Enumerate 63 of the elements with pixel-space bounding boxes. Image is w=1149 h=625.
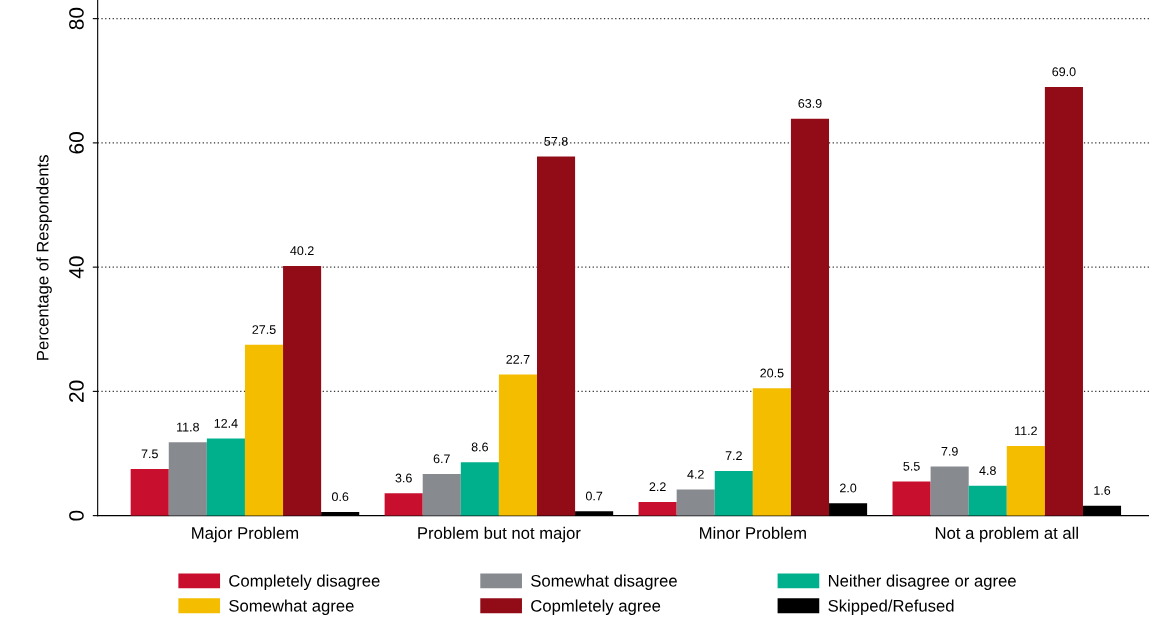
data-label: 4.2: [687, 469, 704, 479]
bar: [575, 511, 614, 516]
bar: [130, 469, 169, 516]
data-label: 8.6: [471, 442, 488, 452]
data-label: 2.2: [649, 482, 666, 492]
bar: [283, 265, 322, 516]
data-label: 6.7: [433, 454, 450, 464]
bar: [930, 466, 969, 516]
data-label: 69.0: [1052, 67, 1076, 77]
y-tick-label: 60: [69, 132, 84, 154]
data-label: 7.9: [941, 446, 958, 456]
bar: [638, 501, 677, 516]
bar: [384, 493, 423, 516]
data-label: 5.5: [903, 461, 920, 471]
bar: [536, 156, 576, 516]
data-label: 11.2: [1015, 426, 1037, 436]
y-tick-label: 80: [69, 7, 84, 30]
bar: [676, 489, 715, 516]
y-tick-label: 40: [69, 256, 84, 279]
data-label: 7.2: [725, 451, 742, 460]
y-axis-title: Percentage of Respondents: [36, 155, 52, 360]
bar: [1082, 505, 1122, 516]
y-tick-label: 20: [69, 380, 84, 402]
bar: [1044, 86, 1083, 516]
bar: [752, 388, 791, 516]
data-label: 40.2: [290, 246, 314, 256]
bar: [422, 474, 461, 516]
data-label: 7.5: [141, 449, 158, 459]
bar: [790, 118, 830, 516]
data-label: 0.6: [331, 492, 349, 502]
legend-label: Skipped/Refused: [828, 599, 954, 615]
bar: [968, 485, 1007, 516]
data-label: 27.5: [252, 325, 276, 334]
legend-label: Neither disagree or agree: [828, 574, 1016, 591]
data-label: 1.6: [1094, 486, 1111, 495]
bar: [206, 438, 245, 516]
data-label: 57.8: [544, 136, 568, 146]
x-tick-label: Minor Problem: [700, 526, 806, 539]
data-label: 2.0: [840, 483, 857, 493]
bar: [460, 462, 499, 516]
legend-label: Copmletely agree: [531, 599, 661, 615]
data-label: 20.5: [760, 368, 784, 378]
y-tick-label: 0: [69, 510, 84, 521]
legend-label: Completely disagree: [229, 574, 380, 591]
data-label: 3.6: [395, 473, 412, 483]
bar: [244, 344, 284, 516]
bar: [1006, 446, 1045, 516]
x-tick-label: Problem but not major: [418, 526, 581, 543]
data-label: 63.9: [798, 99, 822, 108]
data-label: 4.8: [979, 466, 996, 475]
data-label: 11.8: [177, 422, 199, 432]
bar: [714, 470, 753, 516]
bar: [829, 503, 868, 516]
legend-label: Somewhat agree: [229, 599, 354, 615]
bar: [892, 481, 931, 516]
x-tick-label: Not a problem at all: [935, 526, 1078, 543]
legend-label: Somewhat disagree: [531, 574, 677, 591]
data-label: 12.4: [214, 418, 238, 428]
bar: [168, 442, 207, 516]
data-label: 22.7: [506, 354, 530, 364]
data-label: 0.7: [585, 491, 603, 501]
x-tick-label: Major Problem: [192, 526, 299, 543]
bar: [498, 374, 537, 516]
